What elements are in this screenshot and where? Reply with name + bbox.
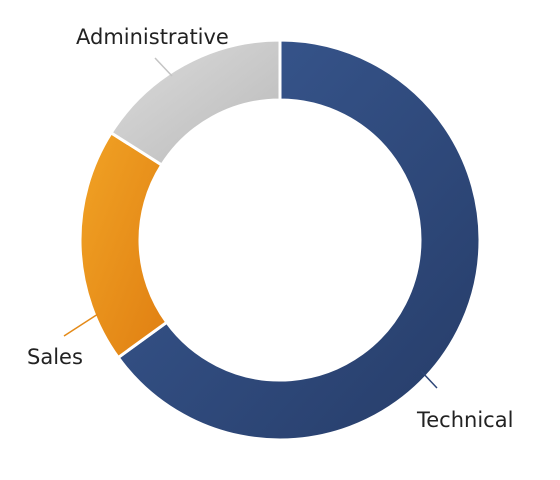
label-technical: Technical <box>416 408 513 432</box>
slice-sales <box>78 131 169 360</box>
leader-line-technical <box>420 370 438 389</box>
labels-layer: Technical Sales Administrative <box>27 25 513 432</box>
slices-layer <box>78 38 482 442</box>
slice-technical <box>116 38 482 442</box>
leader-line-administrative <box>154 57 173 77</box>
leader-lines-layer <box>63 57 438 389</box>
slice-administrative <box>109 38 282 167</box>
leader-line-sales <box>63 313 99 337</box>
label-administrative: Administrative <box>76 25 229 49</box>
label-sales: Sales <box>27 345 83 369</box>
